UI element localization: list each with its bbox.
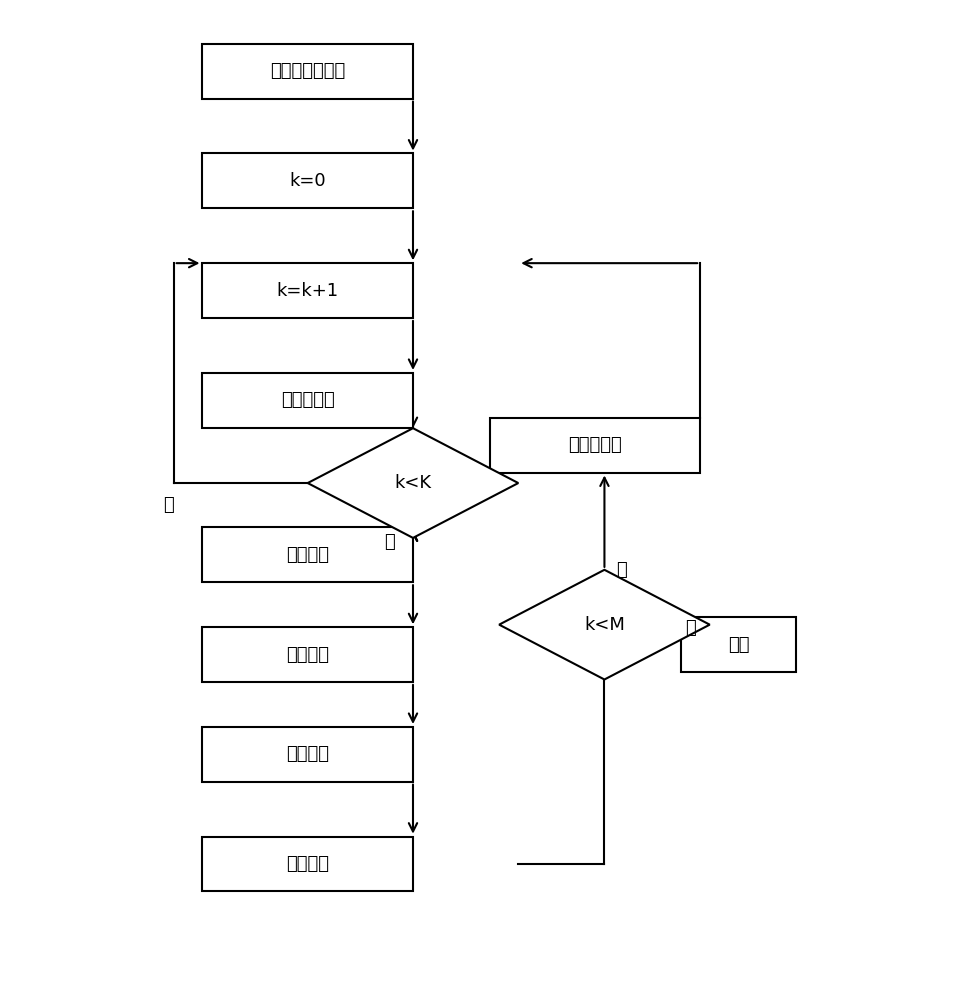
Text: 是: 是 [616, 561, 627, 579]
FancyBboxPatch shape [203, 627, 413, 682]
Text: k<M: k<M [584, 616, 625, 634]
Text: 门限检测: 门限检测 [286, 546, 329, 564]
FancyBboxPatch shape [203, 727, 413, 782]
Text: 初始化系统参数: 初始化系统参数 [270, 62, 346, 80]
Text: 航迹关联: 航迹关联 [286, 745, 329, 763]
Text: 终止: 终止 [728, 636, 749, 654]
Text: k<K: k<K [395, 474, 432, 492]
FancyBboxPatch shape [203, 527, 413, 582]
FancyBboxPatch shape [203, 153, 413, 208]
FancyBboxPatch shape [203, 373, 413, 428]
FancyBboxPatch shape [203, 44, 413, 99]
Text: 航迹恢复: 航迹恢复 [286, 646, 329, 664]
Text: 否: 否 [384, 533, 395, 551]
Text: 更新值函数: 更新值函数 [281, 391, 335, 409]
Text: k=k+1: k=k+1 [276, 282, 339, 300]
FancyBboxPatch shape [681, 617, 796, 672]
FancyBboxPatch shape [203, 837, 413, 891]
Text: 输出航迹: 输出航迹 [286, 855, 329, 873]
Text: 是: 是 [163, 496, 175, 514]
Polygon shape [308, 428, 518, 538]
Polygon shape [499, 570, 709, 680]
Text: 估计值函数: 估计值函数 [568, 436, 622, 454]
FancyBboxPatch shape [203, 263, 413, 318]
FancyBboxPatch shape [490, 418, 700, 473]
Text: 否: 否 [685, 619, 696, 637]
Text: k=0: k=0 [289, 172, 326, 190]
